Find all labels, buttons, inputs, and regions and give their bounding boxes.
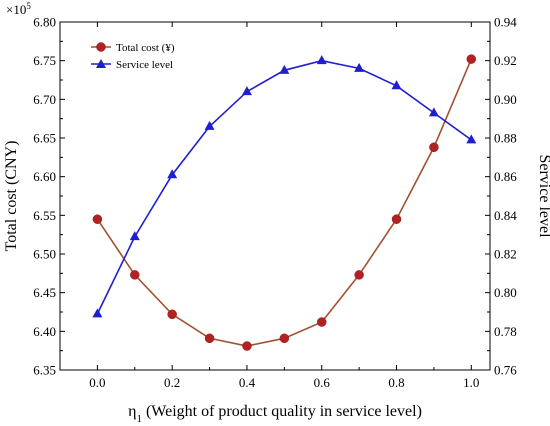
service-level-point (167, 169, 178, 179)
y-left-tick-label: 6.75 (33, 53, 56, 68)
y-left-tick-label: 6.35 (33, 363, 56, 378)
cost-point (92, 214, 103, 224)
y-right-tick-label: 0.80 (494, 285, 517, 300)
legend-label-service: Service level (116, 59, 173, 71)
y-right-tick-label: 0.84 (494, 208, 517, 223)
service-level-point (391, 80, 402, 90)
cost-point (204, 333, 215, 344)
service-level-point (428, 107, 439, 117)
service-level-point (92, 308, 103, 318)
y-right-tick-label: 0.90 (494, 92, 517, 107)
x-tick-label: 0.6 (314, 375, 331, 390)
cost-point (316, 317, 327, 327)
cost-point (279, 333, 290, 344)
service-level-point (129, 231, 140, 241)
y-axis-left-title: Total cost (CNY) (3, 141, 20, 252)
legend-marker-cost (96, 42, 106, 52)
cost-point (429, 142, 439, 153)
cost-point (354, 270, 364, 280)
y-right-tick-label: 0.86 (494, 169, 517, 184)
y-right-tick-label: 0.78 (494, 324, 517, 339)
service-level-point (316, 55, 327, 65)
cost-point (130, 270, 140, 280)
y-right-tick-label: 0.94 (494, 15, 517, 30)
ticks-layer: 0.0 0.2 0.4 0.6 0.8 1.0 6.35 6.40 6.45 6.50 6.55 6.… (33, 15, 517, 391)
y-left-tick-label: 6.50 (33, 247, 56, 262)
x-tick-label: 0.4 (239, 375, 256, 390)
service-level-point (279, 64, 290, 74)
y-left-tick-label: 6.60 (33, 169, 56, 184)
y-right-tick-label: 0.92 (494, 53, 517, 68)
y-left-tick-label: 6.70 (33, 92, 56, 107)
y-multiplier: ×105 (6, 1, 31, 17)
plot-frame (59, 21, 491, 371)
service-level-point (354, 62, 365, 72)
y-left-tick-label: 6.40 (33, 324, 56, 339)
y-axis-right-title: Service level (536, 154, 550, 238)
series-line-1 (96, 59, 472, 315)
x-axis-title: η1 (Weight of product quality in service… (128, 403, 422, 425)
x-tick-label: 0.8 (388, 375, 404, 390)
y-right-tick-label: 0.76 (494, 363, 517, 378)
service-level-point (241, 86, 252, 96)
y-right-tick-label: 0.82 (494, 247, 517, 262)
x-tick-label: 0.0 (89, 375, 105, 390)
y-left-tick-label: 6.45 (33, 285, 56, 300)
series-layer (92, 54, 477, 351)
service-level-point (204, 120, 215, 130)
x-tick-label: 0.2 (164, 375, 180, 390)
series-line-0 (96, 58, 473, 347)
cost-point (391, 214, 402, 224)
legend-marker-service (96, 59, 106, 68)
y-right-tick-label: 0.88 (494, 131, 517, 146)
y-left-tick-label: 6.55 (33, 208, 56, 223)
x-tick-label: 1.0 (463, 375, 479, 390)
legend-label-cost: Total cost (¥) (116, 42, 175, 54)
cost-point (466, 54, 477, 64)
legend: Total cost (¥) Service level (91, 42, 175, 71)
service-level-point (466, 134, 477, 144)
y-left-tick-label: 6.80 (33, 15, 56, 30)
cost-point (167, 309, 177, 320)
cost-point (242, 341, 252, 351)
y-left-tick-label: 6.65 (33, 131, 56, 146)
